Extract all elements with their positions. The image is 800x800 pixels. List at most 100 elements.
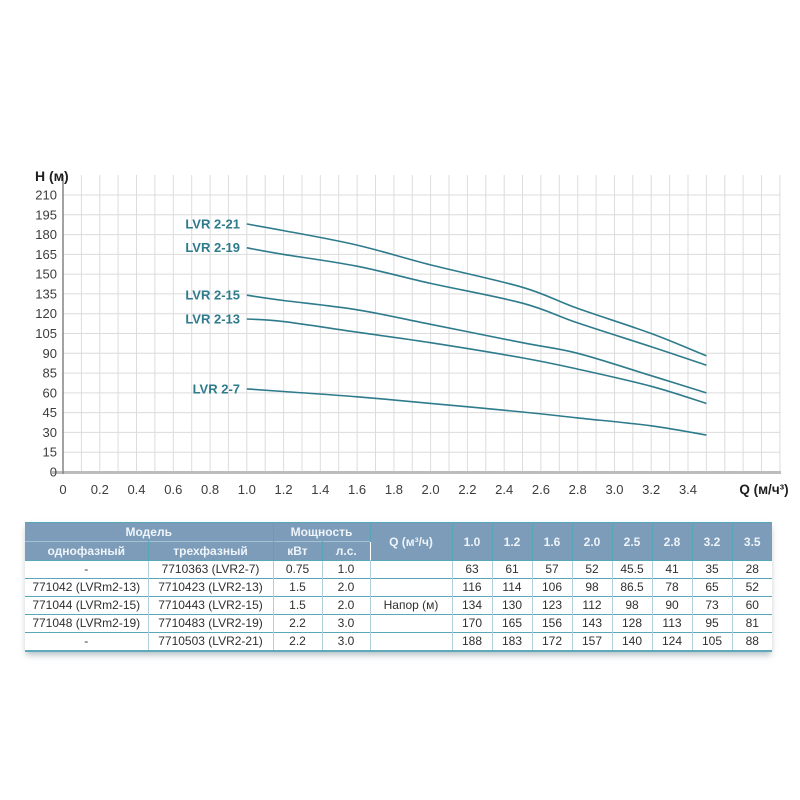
- x-tick-label: 0.2: [91, 482, 109, 497]
- x-tick-label: 1.6: [348, 482, 366, 497]
- cell-three-phase: 7710363 (LVR2-7): [148, 560, 274, 579]
- cell-head-value: 114: [492, 578, 533, 597]
- x-tick-label: 2.2: [458, 482, 476, 497]
- cell-head-value: 112: [572, 596, 613, 615]
- cell-head-value: 88: [732, 632, 772, 651]
- cell-head-value: 52: [572, 560, 613, 579]
- cell-head-value: 140: [612, 632, 653, 651]
- curve-LVR-2-19: [246, 247, 707, 366]
- y-tick-label: 180: [35, 227, 57, 242]
- cell-head-value: 130: [492, 596, 533, 615]
- cell-head-value: 95: [692, 614, 733, 633]
- curve-LVR-2-21: [246, 223, 707, 357]
- header-three-phase: трехфазный: [148, 541, 274, 561]
- cell-head-value: 134: [452, 596, 493, 615]
- cell-head-value: 123: [532, 596, 573, 615]
- cell-head-value: 183: [492, 632, 533, 651]
- cell-three-phase: 7710423 (LVR2-13): [148, 578, 274, 597]
- table-row: -7710363 (LVR2-7) 0.75 1.0 63 61 57 52 45.5 41 35…: [25, 560, 772, 579]
- cell-head-value: 116: [452, 578, 493, 597]
- cell-single-phase: -: [25, 560, 149, 579]
- cell-head-value: 28: [732, 560, 772, 579]
- cell-hp: 2.0: [322, 596, 371, 615]
- x-tick-label: 1.4: [311, 482, 329, 497]
- y-tick-label: 105: [35, 326, 57, 341]
- cell-head-label: [370, 614, 453, 633]
- y-tick-label: 135: [35, 286, 57, 301]
- cell-hp: 2.0: [322, 578, 371, 597]
- y-tick-label: 60: [43, 385, 57, 400]
- cell-head-value: 45.5: [612, 560, 653, 579]
- cell-head-value: 172: [532, 632, 573, 651]
- header-flow-2.0: 2.0: [572, 522, 613, 561]
- header-model: Модель: [25, 522, 274, 542]
- cell-head-value: 188: [452, 632, 493, 651]
- cell-head-value: 156: [532, 614, 573, 633]
- cell-head-value: 35: [692, 560, 733, 579]
- x-tick-label: 0.8: [201, 482, 219, 497]
- cell-head-label: Напор (м): [370, 596, 453, 615]
- curve-LVR-2-13: [246, 318, 707, 405]
- x-tick-label: 3.0: [605, 482, 623, 497]
- x-tick-label: 1.8: [385, 482, 403, 497]
- curve-LVR-2-15: [246, 294, 707, 394]
- cell-head-value: 113: [652, 614, 693, 633]
- cell-head-value: 90: [652, 596, 693, 615]
- curve-LVR-2-7: [246, 388, 707, 436]
- header-flow-3.2: 3.2: [692, 522, 733, 561]
- cell-head-value: 78: [652, 578, 693, 597]
- header-flow-1.2: 1.2: [492, 522, 533, 561]
- pump-curves-chart: 210 195 180 165 150 135 120 105 90 85 60 45 30 15 0 0 0.…: [0, 160, 800, 520]
- y-tick-label: 0: [50, 465, 57, 480]
- header-kw: кВт: [273, 541, 323, 561]
- curve-label-LVR-2-19: LVR 2-19: [185, 240, 240, 255]
- cell-head-value: 63: [452, 560, 493, 579]
- cell-hp: 3.0: [322, 614, 371, 633]
- cell-head-value: 73: [692, 596, 733, 615]
- cell-head-value: 52: [732, 578, 772, 597]
- header-flow-1.6: 1.6: [532, 522, 573, 561]
- y-tick-label: 85: [43, 366, 57, 381]
- curve-label-LVR-2-13: LVR 2-13: [185, 311, 240, 326]
- y-tick-label: 30: [43, 425, 57, 440]
- y-tick-label: 90: [43, 346, 57, 361]
- x-tick-label: 3.4: [679, 482, 697, 497]
- x-tick-label: 0.6: [164, 482, 182, 497]
- cell-head-value: 86.5: [612, 578, 653, 597]
- cell-three-phase: 7710443 (LVR2-15): [148, 596, 274, 615]
- x-tick-label: 0: [59, 482, 66, 497]
- cell-head-value: 157: [572, 632, 613, 651]
- table-row: 771048 (LVRm2-19) 7710483 (LVR2-19) 2.2 3.0…: [25, 614, 772, 633]
- x-tick-label: 0.4: [127, 482, 145, 497]
- table-row: 771042 (LVRm2-13) 7710423 (LVR2-13) 1.5 2.0…: [25, 578, 772, 597]
- cell-single-phase: 771044 (LVRm2-15): [25, 596, 149, 615]
- cell-single-phase: 771042 (LVRm2-13): [25, 578, 149, 597]
- header-flow-1.0: 1.0: [452, 522, 493, 561]
- table-row: 771044 (LVRm2-15) 7710443 (LVR2-15) 1.5 2.0…: [25, 596, 772, 615]
- cell-three-phase: 7710503 (LVR2-21): [148, 632, 274, 651]
- cell-kw: 2.2: [273, 632, 323, 651]
- cell-head-value: 128: [612, 614, 653, 633]
- y-tick-label: 45: [43, 405, 57, 420]
- x-tick-label: 2.4: [495, 482, 513, 497]
- cell-kw: 2.2: [273, 614, 323, 633]
- cell-head-value: 60: [732, 596, 772, 615]
- header-flow-3.5: 3.5: [732, 522, 772, 561]
- cell-head-value: 57: [532, 560, 573, 579]
- cell-kw: 1.5: [273, 578, 323, 597]
- header-hp: л.с.: [322, 541, 370, 561]
- header-flow-unit: Q (м³/ч): [370, 522, 453, 561]
- specs-table: Модель Мощность Q (м³/ч) 1.0 1.2 1.6 2.0 2.5…: [25, 522, 772, 652]
- cell-head-value: 106: [532, 578, 573, 597]
- y-axis-title: H (м): [35, 168, 69, 184]
- header-power: Мощность: [273, 522, 371, 542]
- x-tick-label: 2.6: [532, 482, 550, 497]
- cell-three-phase: 7710483 (LVR2-19): [148, 614, 274, 633]
- cell-head-value: 98: [572, 578, 613, 597]
- x-tick-label: 3.2: [642, 482, 660, 497]
- x-tick-label: 2.8: [569, 482, 587, 497]
- y-tick-label: 120: [35, 306, 57, 321]
- cell-head-value: 61: [492, 560, 533, 579]
- curve-label-LVR-2-15: LVR 2-15: [185, 288, 240, 303]
